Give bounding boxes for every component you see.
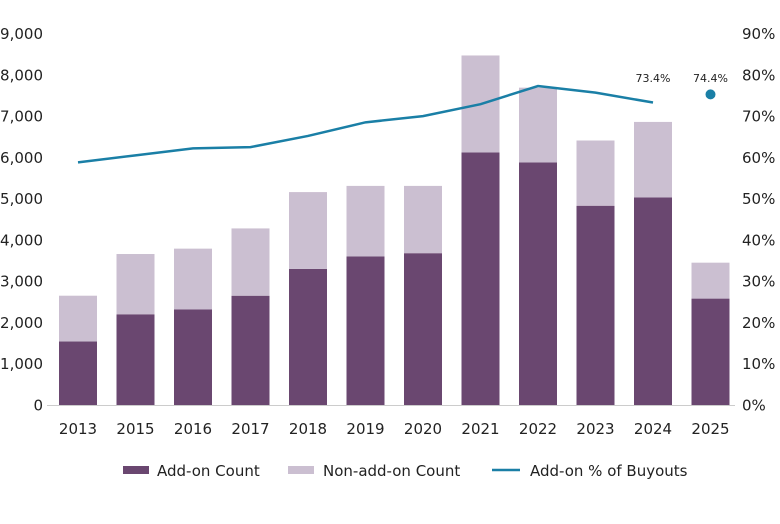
point-add-on-pct-2025 [706,89,716,99]
left-tick-label: 6,000 [0,149,43,167]
x-tick-label: 2017 [231,420,269,438]
right-tick-label: 30% [742,273,775,291]
x-tick-label: 2021 [461,420,499,438]
bar-non-add-on-2025 [692,263,730,299]
data-label-2025: 74.4% [693,72,728,85]
bar-add-on-2025 [692,299,730,406]
bar-non-add-on-2019 [347,186,385,257]
x-tick-label: 2020 [404,420,442,438]
left-tick-label: 4,000 [0,231,43,249]
x-tick-label: 2015 [116,420,154,438]
right-tick-label: 90% [742,25,775,43]
left-tick-label: 0 [33,397,43,415]
x-tick-label: 2024 [634,420,672,438]
bar-add-on-2021 [462,152,500,405]
bar-add-on-2019 [347,256,385,405]
legend-label-non-add-on: Non-add-on Count [323,462,460,480]
left-tick-label: 1,000 [0,355,43,373]
line-add-on-pct [78,86,653,162]
right-tick-label: 10% [742,355,775,373]
bar-non-add-on-2013 [59,296,97,342]
left-tick-label: 7,000 [0,108,43,126]
legend-swatch-add-on [123,466,149,474]
x-tick-label: 2016 [174,420,212,438]
bar-add-on-2018 [289,269,327,406]
right-tick-label: 80% [742,66,775,84]
legend-label-add-on: Add-on Count [157,462,260,480]
bar-non-add-on-2016 [174,249,212,310]
x-tick-label: 2013 [59,420,97,438]
right-tick-label: 20% [742,314,775,332]
x-tick-label: 2025 [691,420,729,438]
bar-non-add-on-2015 [117,254,155,314]
bar-add-on-2013 [59,342,97,406]
right-tick-label: 0% [742,397,766,415]
bar-add-on-2016 [174,309,212,405]
bar-non-add-on-2018 [289,192,327,269]
bar-add-on-2020 [404,253,442,405]
x-tick-label: 2022 [519,420,557,438]
right-tick-label: 60% [742,149,775,167]
x-tick-label: 2023 [576,420,614,438]
left-tick-label: 8,000 [0,66,43,84]
bar-add-on-2022 [519,162,557,405]
left-tick-label: 2,000 [0,314,43,332]
left-tick-label: 5,000 [0,190,43,208]
left-tick-label: 9,000 [0,25,43,43]
bar-non-add-on-2023 [577,140,615,205]
x-tick-label: 2019 [346,420,384,438]
right-tick-label: 70% [742,108,775,126]
bar-non-add-on-2022 [519,88,557,163]
bar-non-add-on-2017 [232,228,270,295]
bar-add-on-2017 [232,296,270,406]
bar-add-on-2015 [117,314,155,405]
x-tick-label: 2018 [289,420,327,438]
data-label-2024: 73.4% [636,72,671,85]
bar-non-add-on-2020 [404,186,442,253]
left-tick-label: 3,000 [0,273,43,291]
bar-non-add-on-2024 [634,122,672,198]
bar-add-on-2024 [634,197,672,405]
legend-swatch-non-add-on [288,466,314,474]
legend-label-add-on-pct: Add-on % of Buyouts [530,462,688,480]
bar-add-on-2023 [577,206,615,406]
legend: Add-on Count Non-add-on Count Add-on % o… [123,462,688,480]
right-tick-label: 50% [742,190,775,208]
right-tick-label: 40% [742,231,775,249]
